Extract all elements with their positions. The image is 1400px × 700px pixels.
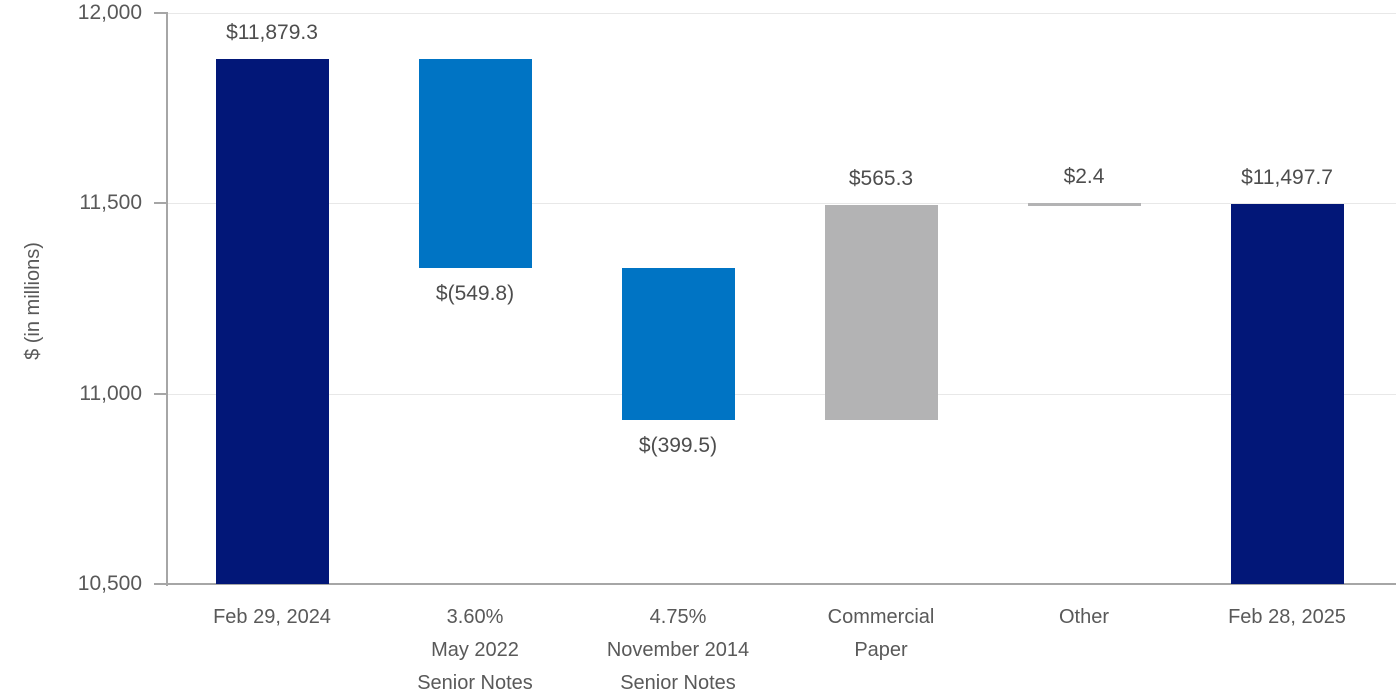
data-label-feb-28-2025: $11,497.7: [1241, 166, 1333, 190]
bar-feb-29-2024: [215, 58, 329, 584]
data-label-feb-29-2024: $11,879.3: [226, 20, 318, 44]
data-label-other: $2.4: [1063, 165, 1105, 189]
category-label-feb-28-2025: Feb 28, 2025: [1172, 601, 1400, 634]
category-label-line: Feb 28, 2025: [1228, 606, 1346, 628]
bar-feb-28-2025: [1230, 204, 1344, 584]
category-label-line: 4.75%: [649, 606, 707, 628]
y-axis-tick-11000: [154, 392, 168, 395]
category-label-3-60-may-2022-senior-notes: 3.60% May 2022 Senior Notes: [360, 601, 590, 700]
category-label-other: Other: [969, 601, 1199, 634]
y-tick-label-12000: 12,000: [77, 1, 142, 24]
category-label-commercial-paper: Commercial Paper: [766, 601, 996, 667]
gridline-11000: [168, 393, 1396, 395]
category-label-line: May 2022: [431, 639, 519, 661]
category-label-line: Feb 29, 2024: [213, 606, 331, 628]
category-label-line: Commercial: [827, 606, 935, 628]
bar-4-75-november-2014-senior-notes: [621, 268, 735, 421]
category-label-line: Senior Notes: [620, 672, 736, 694]
y-axis-tick-12000: [154, 12, 168, 14]
category-label-4-75-november-2014-senior-notes: 4.75% November 2014 Senior Notes: [563, 601, 793, 700]
category-label-line: Other: [1058, 606, 1110, 628]
y-axis-tick-11500: [154, 202, 168, 205]
x-axis-line: [154, 583, 1396, 585]
category-label-line: 3.60%: [446, 606, 504, 628]
bar-3-60-may-2022-senior-notes: [418, 58, 532, 269]
category-label-feb-29-2024: Feb 29, 2024: [157, 601, 387, 634]
data-label-3-60-may-2022-senior-notes: $(549.8): [435, 282, 515, 306]
y-tick-label-11000: 11,000: [79, 381, 142, 405]
category-label-line: November 2014: [606, 639, 750, 661]
y-tick-label-11500: 11,500: [79, 191, 142, 215]
bar-other: [1027, 203, 1141, 207]
y-axis-line: [166, 13, 168, 586]
gridline-12000: [168, 13, 1396, 14]
category-label-line: Senior Notes: [417, 672, 533, 694]
data-label-commercial-paper: $565.3: [848, 167, 914, 191]
gridline-11500: [168, 203, 1396, 205]
data-label-4-75-november-2014-senior-notes: $(399.5): [638, 434, 718, 458]
category-label-line: Paper: [854, 639, 908, 661]
bar-commercial-paper: [824, 205, 938, 421]
y-tick-label-10500: 10,500: [77, 572, 142, 595]
